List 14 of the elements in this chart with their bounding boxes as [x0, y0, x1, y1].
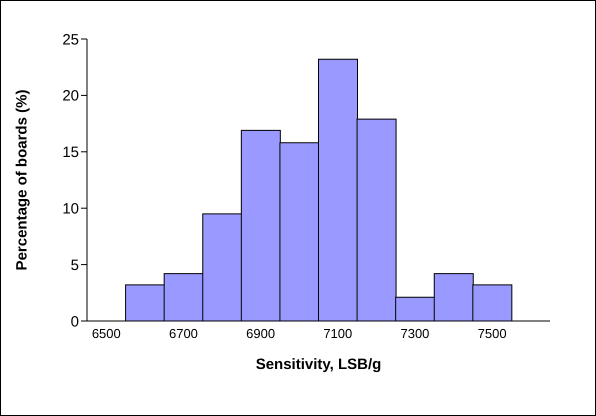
- y-axis-title: Percentage of boards (%): [13, 90, 30, 270]
- y-tick-label: 15: [62, 144, 79, 162]
- x-tick-label: 6700: [168, 326, 198, 342]
- x-tick-label: 6500: [92, 326, 121, 342]
- y-tick-label: 0: [70, 313, 79, 330]
- y-tick-label: 25: [62, 31, 79, 48]
- y-tick-label: 5: [70, 256, 79, 274]
- y-tick-label: 10: [62, 200, 79, 218]
- y-tick-label: 20: [62, 88, 79, 105]
- x-tick-label: 7100: [323, 326, 352, 342]
- x-tick-label: 7300: [400, 326, 430, 342]
- x-axis-title: Sensitivity, LSB/g: [256, 356, 382, 373]
- x-tick-label: 6900: [246, 326, 276, 342]
- x-tick-label: 7500: [478, 326, 507, 342]
